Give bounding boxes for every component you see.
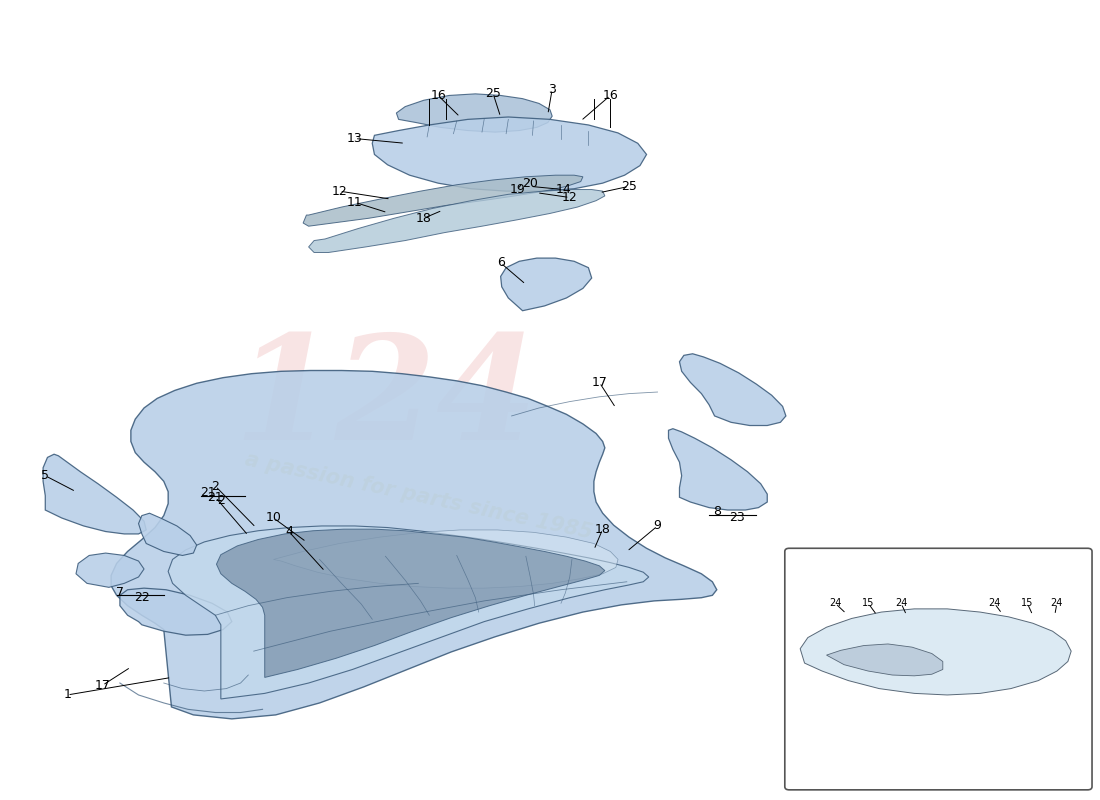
Text: 12: 12: [562, 191, 578, 204]
Polygon shape: [309, 190, 605, 253]
Text: 25: 25: [621, 180, 637, 193]
Polygon shape: [120, 588, 232, 635]
Text: 21: 21: [208, 490, 223, 504]
Polygon shape: [800, 609, 1071, 695]
Text: 2: 2: [211, 479, 219, 493]
Polygon shape: [826, 644, 943, 676]
Text: 24: 24: [988, 598, 1001, 608]
Text: 3: 3: [548, 82, 557, 95]
Polygon shape: [304, 175, 583, 226]
Polygon shape: [669, 429, 767, 510]
Text: 17: 17: [592, 376, 607, 389]
Text: 17: 17: [95, 679, 110, 692]
Text: 9: 9: [653, 519, 661, 533]
Polygon shape: [139, 514, 197, 555]
Polygon shape: [500, 258, 592, 310]
Text: 14: 14: [556, 183, 571, 196]
Polygon shape: [274, 530, 618, 588]
Polygon shape: [680, 354, 785, 426]
FancyBboxPatch shape: [784, 548, 1092, 790]
Text: 7: 7: [116, 586, 124, 599]
Text: 6: 6: [497, 256, 505, 270]
Text: 124: 124: [233, 330, 538, 470]
Text: 20: 20: [522, 177, 538, 190]
Text: 21: 21: [200, 486, 216, 499]
Text: 8: 8: [713, 505, 721, 518]
Text: 22: 22: [134, 591, 150, 604]
Text: 12: 12: [331, 185, 348, 198]
Text: 1: 1: [64, 689, 72, 702]
Polygon shape: [372, 117, 647, 191]
Polygon shape: [111, 370, 717, 719]
Text: 16: 16: [430, 89, 446, 102]
Text: 18: 18: [416, 212, 432, 225]
Text: 13: 13: [346, 132, 363, 145]
Text: 25: 25: [485, 86, 501, 99]
Polygon shape: [43, 454, 146, 534]
Polygon shape: [76, 553, 144, 587]
Text: 4: 4: [285, 525, 293, 538]
Text: 23: 23: [728, 511, 745, 525]
Text: 15: 15: [1021, 598, 1034, 608]
Text: 2: 2: [217, 494, 224, 507]
Text: 24: 24: [895, 598, 908, 608]
Text: 11: 11: [346, 196, 363, 209]
Text: 10: 10: [265, 511, 282, 525]
Text: 18: 18: [595, 522, 610, 536]
Text: 24: 24: [829, 598, 842, 608]
Text: 24: 24: [1050, 598, 1063, 608]
Polygon shape: [168, 526, 649, 699]
Text: a passion for parts since 1985: a passion for parts since 1985: [243, 449, 594, 542]
Polygon shape: [396, 94, 552, 132]
Text: 15: 15: [862, 598, 874, 608]
Text: 19: 19: [509, 183, 525, 196]
Polygon shape: [217, 529, 605, 678]
Text: 16: 16: [603, 89, 618, 102]
Text: 5: 5: [42, 470, 50, 482]
